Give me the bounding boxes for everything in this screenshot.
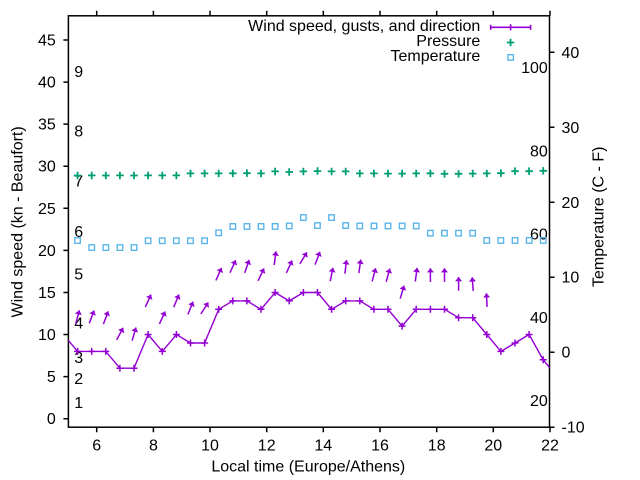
svg-text:5: 5 <box>74 267 83 284</box>
svg-text:5: 5 <box>47 369 56 386</box>
svg-text:20: 20 <box>38 243 56 260</box>
svg-text:Wind speed, gusts, and directi: Wind speed, gusts, and direction <box>248 18 480 35</box>
svg-text:10: 10 <box>38 327 56 344</box>
svg-text:40: 40 <box>530 310 548 327</box>
svg-text:1: 1 <box>74 395 83 412</box>
svg-text:-10: -10 <box>562 420 585 437</box>
svg-text:30: 30 <box>562 120 580 137</box>
svg-text:16: 16 <box>371 438 389 455</box>
svg-text:40: 40 <box>38 75 56 92</box>
svg-text:10: 10 <box>562 270 580 287</box>
svg-text:7: 7 <box>74 174 83 191</box>
svg-text:6: 6 <box>74 224 83 241</box>
svg-text:8: 8 <box>149 438 158 455</box>
svg-text:25: 25 <box>38 201 56 218</box>
svg-text:0: 0 <box>47 411 56 428</box>
svg-text:Wind speed (kn - Beaufort): Wind speed (kn - Beaufort) <box>10 126 27 317</box>
svg-text:80: 80 <box>530 143 548 160</box>
svg-text:14: 14 <box>314 438 332 455</box>
svg-text:4: 4 <box>74 316 83 333</box>
svg-text:Pressure: Pressure <box>416 33 480 50</box>
svg-text:100: 100 <box>521 60 548 77</box>
svg-text:Temperature: Temperature <box>390 48 480 65</box>
svg-text:3: 3 <box>74 350 83 367</box>
svg-text:22: 22 <box>541 438 559 455</box>
svg-text:18: 18 <box>428 438 446 455</box>
svg-text:60: 60 <box>530 227 548 244</box>
svg-text:15: 15 <box>38 285 56 302</box>
svg-text:20: 20 <box>484 438 502 455</box>
svg-text:10: 10 <box>201 438 219 455</box>
svg-text:40: 40 <box>562 45 580 62</box>
svg-text:6: 6 <box>92 438 101 455</box>
svg-text:0: 0 <box>562 345 571 362</box>
svg-text:Temperature (C - F): Temperature (C - F) <box>590 147 607 287</box>
svg-text:20: 20 <box>562 195 580 212</box>
svg-text:30: 30 <box>38 159 56 176</box>
svg-text:8: 8 <box>74 124 83 141</box>
svg-text:20: 20 <box>530 393 548 410</box>
svg-text:Local time (Europe/Athens): Local time (Europe/Athens) <box>211 458 405 475</box>
svg-text:45: 45 <box>38 33 56 50</box>
svg-text:2: 2 <box>74 371 83 388</box>
svg-text:35: 35 <box>38 117 56 134</box>
svg-text:9: 9 <box>74 64 83 81</box>
svg-text:12: 12 <box>258 438 276 455</box>
